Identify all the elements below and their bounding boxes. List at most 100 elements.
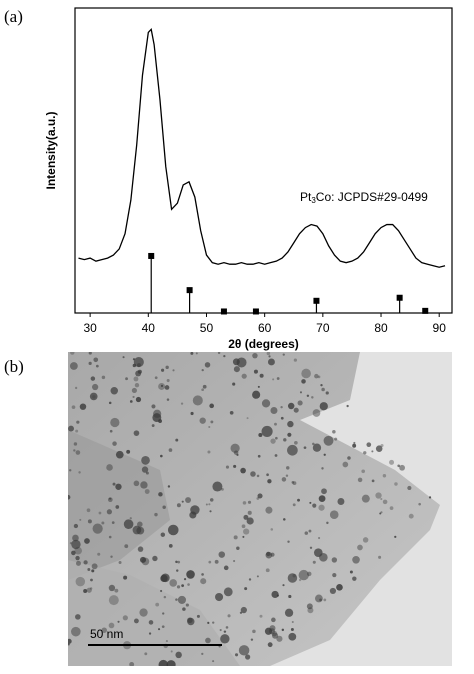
nanoparticle xyxy=(72,534,79,542)
nanoparticle xyxy=(112,482,116,486)
nanoparticle xyxy=(75,555,80,561)
xrd-line xyxy=(78,27,446,268)
nanoparticle xyxy=(145,471,149,475)
nanoparticle xyxy=(225,465,230,469)
nanoparticle xyxy=(160,589,163,593)
nanoparticle xyxy=(180,402,184,405)
nanoparticle xyxy=(155,602,160,607)
nanoparticle xyxy=(318,504,325,511)
reference-marker xyxy=(396,294,403,301)
nanoparticle xyxy=(274,422,277,426)
nanoparticle xyxy=(276,635,283,642)
nanoparticle xyxy=(97,552,101,556)
nanoparticle xyxy=(342,461,349,468)
nanoparticle xyxy=(202,384,207,389)
nanoparticle xyxy=(152,555,158,562)
nanoparticle xyxy=(190,352,194,355)
nanoparticle xyxy=(158,659,169,666)
nanoparticle xyxy=(106,464,113,471)
nanoparticle xyxy=(349,570,353,574)
nanoparticle xyxy=(84,538,90,544)
nanoparticle xyxy=(252,629,256,634)
y-axis-label: Intensity(a.u.) xyxy=(44,111,58,189)
nanoparticle xyxy=(307,571,312,577)
nanoparticle xyxy=(158,628,161,631)
nanoparticle xyxy=(110,417,120,428)
nanoparticle xyxy=(140,481,148,489)
nanoparticle xyxy=(281,477,287,482)
nanoparticle xyxy=(282,353,285,356)
nanoparticle xyxy=(125,377,129,381)
nanoparticle xyxy=(176,585,181,589)
tem-image: 50 nm xyxy=(68,352,452,666)
nanoparticle xyxy=(312,442,315,446)
nanoparticle xyxy=(207,621,210,624)
nanoparticle xyxy=(137,546,144,552)
nanoparticle xyxy=(288,632,297,641)
nanoparticle xyxy=(212,660,215,663)
nanoparticle xyxy=(380,443,384,448)
nanoparticle xyxy=(177,560,181,564)
nanoparticle xyxy=(160,454,163,458)
nanoparticle xyxy=(167,524,179,536)
nanoparticle xyxy=(69,362,78,370)
x-tick-label: 50 xyxy=(200,321,214,335)
nanoparticle xyxy=(308,529,312,533)
nanoparticle xyxy=(243,528,250,535)
nanoparticle xyxy=(110,387,118,395)
nanoparticle xyxy=(101,627,107,633)
nanoparticle xyxy=(71,626,81,637)
nanoparticle xyxy=(154,512,158,517)
nanoparticle xyxy=(187,583,190,586)
nanoparticle xyxy=(112,441,117,446)
nanoparticle xyxy=(382,474,387,478)
nanoparticle xyxy=(244,587,248,591)
nanoparticle xyxy=(73,442,78,446)
nanoparticle xyxy=(166,398,170,401)
nanoparticle xyxy=(141,456,150,465)
nanoparticle xyxy=(134,382,140,388)
nanoparticle xyxy=(91,569,95,573)
nanoparticle xyxy=(240,467,246,474)
nanoparticle xyxy=(87,519,92,524)
nanoparticle xyxy=(256,575,259,578)
nanoparticle xyxy=(168,544,173,548)
nanoparticle xyxy=(187,617,193,624)
nanoparticle xyxy=(75,576,86,587)
x-tick-label: 70 xyxy=(316,321,330,335)
nanoparticle xyxy=(230,443,240,453)
nanoparticle xyxy=(326,521,329,525)
nanoparticle xyxy=(181,584,185,588)
nanoparticle xyxy=(361,494,370,503)
nanoparticle xyxy=(233,366,240,373)
nanoparticle xyxy=(83,560,88,565)
nanoparticle xyxy=(318,536,321,540)
nanoparticle xyxy=(168,448,173,452)
nanoparticle xyxy=(196,614,200,618)
nanoparticle xyxy=(98,511,102,515)
nanoparticle xyxy=(115,450,124,459)
nanoparticle xyxy=(329,510,339,519)
nanoparticle xyxy=(169,579,178,587)
nanoparticle xyxy=(241,373,247,379)
panel-label: (b) xyxy=(4,357,24,376)
nanoparticle xyxy=(304,531,309,535)
nanoparticle xyxy=(256,474,260,478)
nanoparticle xyxy=(294,440,298,445)
x-axis-label: 2θ (degrees) xyxy=(228,337,299,351)
nanoparticle xyxy=(170,650,173,653)
nanoparticle xyxy=(240,606,247,614)
nanoparticle xyxy=(124,544,129,549)
nanoparticle xyxy=(139,556,147,563)
nanoparticle xyxy=(185,497,192,503)
nanoparticle xyxy=(267,479,272,484)
nanoparticle xyxy=(272,378,275,381)
nanoparticle xyxy=(309,501,312,504)
nanoparticle xyxy=(111,521,115,524)
nanoparticle xyxy=(253,369,258,374)
nanoparticle xyxy=(114,588,119,593)
nanoparticle xyxy=(268,628,276,635)
nanoparticle xyxy=(361,469,366,474)
nanoparticle xyxy=(332,572,337,578)
